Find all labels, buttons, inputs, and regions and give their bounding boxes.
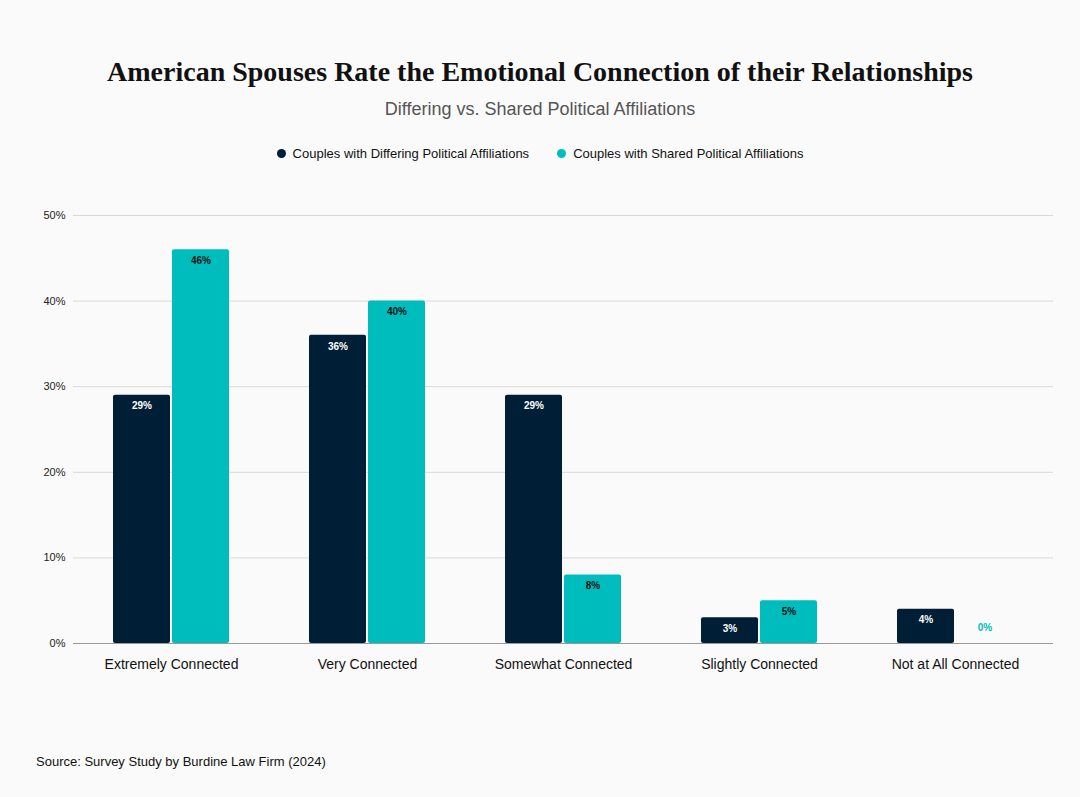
- svg-text:40%: 40%: [43, 295, 65, 307]
- svg-text:40%: 40%: [387, 306, 407, 317]
- svg-text:20%: 20%: [43, 466, 65, 478]
- html-text:Couples with Differing Politic: Couples with Differing Political Affilia…: [292, 146, 530, 161]
- svg-text:8%: 8%: [586, 580, 601, 591]
- svg-text:Not at All Connected: Not at All Connected: [892, 656, 1020, 672]
- svg-text:5%: 5%: [782, 606, 797, 617]
- svg-text:Very Connected: Very Connected: [318, 656, 418, 672]
- html-text:American Spouses Rate the Emot: American Spouses Rate the Emotional Conn…: [107, 56, 973, 87]
- svg-text:Somewhat Connected: Somewhat Connected: [495, 656, 633, 672]
- svg-text:Extremely Connected: Extremely Connected: [105, 656, 239, 672]
- svg-text:36%: 36%: [328, 341, 348, 352]
- svg-text:4%: 4%: [919, 614, 934, 625]
- html-text:Differing vs. Shared Political: Differing vs. Shared Political Affiliati…: [384, 99, 696, 119]
- svg-text:0%: 0%: [50, 637, 66, 649]
- svg-text:29%: 29%: [524, 400, 544, 411]
- svg-text:50%: 50%: [43, 209, 65, 221]
- svg-text:3%: 3%: [723, 623, 738, 634]
- svg-text:Slightly Connected: Slightly Connected: [701, 656, 818, 672]
- svg-text:30%: 30%: [43, 380, 65, 392]
- svg-text:0%: 0%: [978, 622, 993, 633]
- svg-text:29%: 29%: [132, 400, 152, 411]
- svg-text:46%: 46%: [191, 255, 211, 266]
- svg-text:10%: 10%: [43, 551, 65, 563]
- html-text:Source: Survey Study by Burdin: Source: Survey Study by Burdine Law Firm…: [36, 754, 326, 769]
- html-text:Couples with Shared Political: Couples with Shared Political Affiliatio…: [573, 146, 804, 161]
